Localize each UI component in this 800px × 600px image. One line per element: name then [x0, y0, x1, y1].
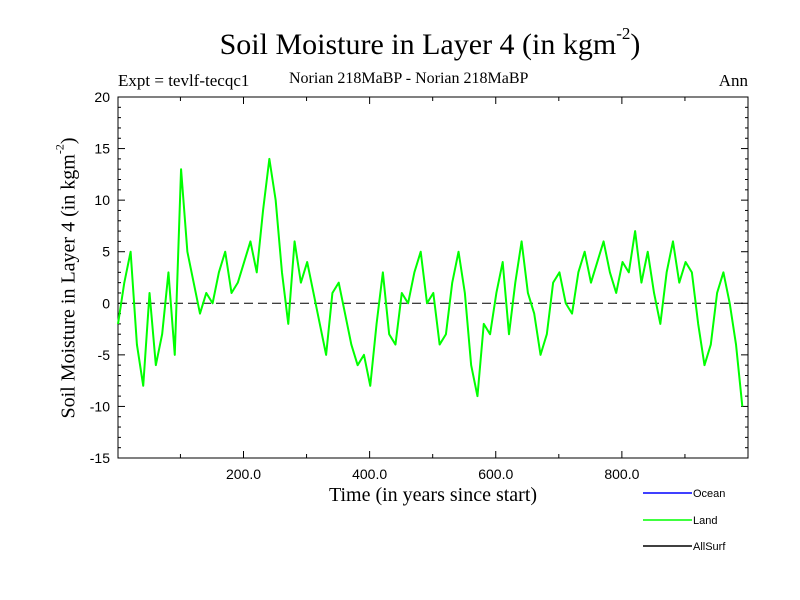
y-tick-label: 10: [94, 192, 110, 208]
y-tick-label: 0: [102, 295, 110, 311]
x-tick-label: 400.0: [352, 466, 387, 482]
season-label: Ann: [718, 71, 748, 90]
legend: Ocean Land AllSurf: [643, 488, 726, 553]
y-axis-ticks: -15 -10 -5 0 5 10 15 20: [90, 89, 748, 466]
chart-title: Soil Moisture in Layer 4 (in kgm-2): [219, 24, 641, 61]
experiment-label: Expt = tevlf-tecqc1: [118, 71, 250, 90]
x-axis-label: Time (in years since start): [328, 484, 538, 506]
x-tick-label: 800.0: [604, 466, 639, 482]
y-tick-label: 15: [94, 141, 110, 157]
y-tick-label: 20: [94, 89, 110, 105]
series-layer: [117, 157, 744, 407]
period-label: Norian 218MaBP - Norian 218MaBP: [289, 70, 529, 87]
legend-label-land: Land: [693, 515, 717, 527]
legend-label-ocean: Ocean: [693, 488, 725, 500]
x-axis-ticks: 200.0 400.0 600.0 800.0: [179, 97, 686, 482]
series-line-land: [117, 157, 744, 407]
legend-label-allsurf: AllSurf: [693, 541, 726, 553]
y-tick-label: -5: [98, 347, 111, 363]
y-tick-label: -10: [90, 398, 110, 414]
plot-area-frame: [117, 96, 749, 459]
x-tick-label: 200.0: [226, 466, 261, 482]
y-tick-label: 5: [102, 244, 110, 260]
x-tick-label: 600.0: [478, 466, 513, 482]
y-tick-label: -15: [90, 450, 110, 466]
